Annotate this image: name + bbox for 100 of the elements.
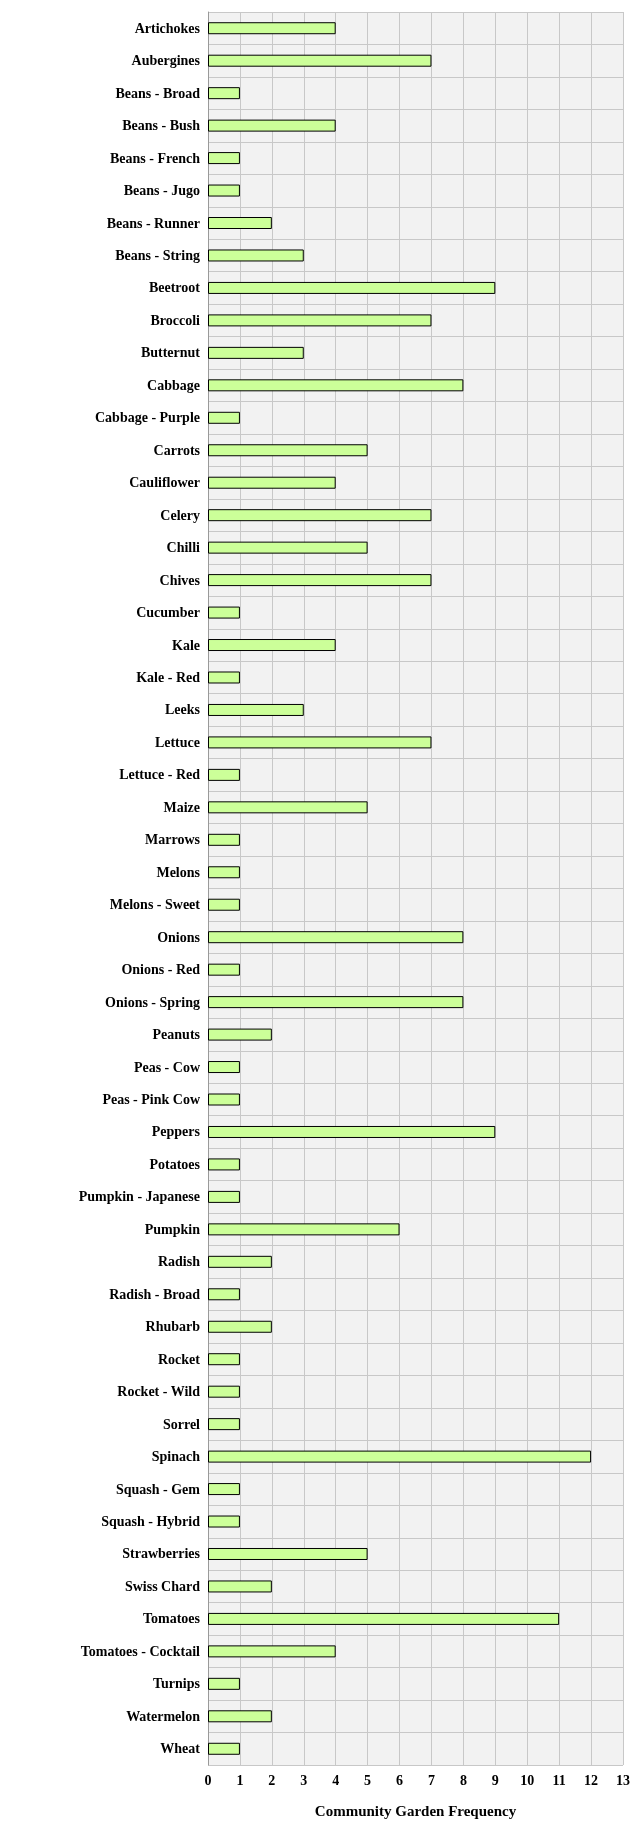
bar — [208, 931, 464, 944]
bar — [208, 606, 240, 619]
bar — [208, 346, 304, 359]
bar — [208, 444, 368, 457]
y-tick-label: Beans - String — [115, 247, 200, 263]
bar — [208, 963, 240, 976]
y-tick-label: Rocket — [158, 1351, 201, 1367]
bar — [208, 1190, 240, 1203]
y-tick-label: Pumpkin - Japanese — [78, 1189, 200, 1205]
y-tick-label: Wheat — [160, 1741, 201, 1757]
x-tick-label: 11 — [552, 1772, 566, 1788]
y-tick-label: Marrows — [145, 832, 201, 848]
x-tick-label: 3 — [300, 1772, 308, 1788]
y-tick-label: Onions - Red — [121, 962, 201, 978]
bar — [208, 996, 464, 1009]
y-tick-label: Onions - Spring — [105, 994, 200, 1010]
y-tick-label: Lettuce — [154, 734, 200, 750]
x-axis-title: Community Garden Frequency — [314, 1802, 517, 1819]
bar — [208, 314, 432, 327]
y-tick-label: Peppers — [151, 1124, 201, 1140]
y-tick-label: Turnips — [153, 1676, 201, 1692]
y-tick-label: Beans - Broad — [115, 85, 201, 101]
y-tick-label: Radish — [157, 1254, 201, 1270]
y-tick-label: Peas - Cow — [133, 1059, 201, 1075]
y-tick-label: Carrots — [153, 442, 201, 458]
y-tick-label: Leeks — [165, 702, 201, 718]
bar — [208, 509, 432, 522]
bar — [208, 541, 368, 554]
bar — [208, 1093, 240, 1106]
bar — [208, 379, 464, 392]
bar — [208, 1028, 272, 1041]
x-tick-label: 0 — [204, 1772, 212, 1788]
bar — [208, 184, 240, 197]
y-tick-label: Beetroot — [148, 280, 201, 296]
bar — [208, 833, 240, 846]
bar — [208, 1580, 272, 1593]
bar — [208, 1320, 272, 1333]
y-tick-label: Spinach — [151, 1449, 201, 1465]
y-tick-label: Maize — [163, 799, 200, 815]
y-tick-label: Melons — [156, 864, 201, 880]
y-tick-label: Strawberries — [122, 1546, 201, 1562]
y-tick-label: Beans - French — [110, 150, 201, 166]
y-tick-label: Aubergines — [131, 53, 201, 69]
bar — [208, 1483, 240, 1496]
y-tick-label: Squash - Hybrid — [101, 1514, 201, 1530]
y-tick-label: Swiss Chard — [124, 1578, 201, 1594]
y-tick-label: Squash - Gem — [115, 1481, 201, 1497]
x-tick-label: 6 — [396, 1772, 404, 1788]
y-tick-label: Peanuts — [152, 1027, 201, 1043]
y-tick-label: Lettuce - Red — [119, 767, 201, 783]
x-tick-label: 4 — [332, 1772, 340, 1788]
y-tick-label: Chives — [159, 572, 201, 588]
y-tick-label: Cabbage - Purple — [95, 410, 200, 426]
bar — [208, 1385, 240, 1398]
x-tick-label: 10 — [520, 1772, 535, 1788]
bar — [208, 639, 336, 652]
bar — [208, 1677, 240, 1690]
bar — [208, 1450, 592, 1463]
y-tick-label: Rocket - Wild — [117, 1384, 201, 1400]
bar — [208, 1255, 272, 1268]
bar — [208, 87, 240, 100]
bar — [208, 1288, 240, 1301]
y-tick-label: Broccoli — [150, 312, 201, 328]
bar — [208, 1418, 240, 1431]
bar — [208, 1158, 240, 1171]
y-tick-label: Potatoes — [149, 1156, 201, 1172]
y-tick-label: Beans - Bush — [122, 118, 201, 134]
bar — [208, 411, 240, 424]
y-tick-label: Cucumber — [136, 605, 200, 621]
y-tick-label: Kale — [172, 637, 200, 653]
bar — [208, 1710, 272, 1723]
y-tick-label: Melons - Sweet — [109, 897, 201, 913]
bar — [208, 1223, 400, 1236]
y-tick-label: Sorrel — [162, 1416, 201, 1432]
x-tick-label: 13 — [616, 1772, 630, 1788]
bar — [208, 476, 336, 489]
x-tick-label: 7 — [427, 1772, 435, 1788]
bar — [208, 119, 336, 132]
bar — [208, 281, 496, 294]
y-tick-label: Artichokes — [134, 20, 201, 36]
x-tick-label: 12 — [584, 1772, 599, 1788]
bar — [208, 1612, 560, 1625]
y-tick-label: Beans - Runner — [106, 215, 200, 231]
y-tick-label: Pumpkin — [144, 1221, 201, 1237]
y-tick-label: Butternut — [140, 345, 201, 361]
y-tick-label: Onions — [157, 929, 201, 945]
bar — [208, 574, 432, 587]
bar — [208, 671, 240, 684]
bar — [208, 1742, 240, 1755]
bar — [208, 866, 240, 879]
bar — [208, 703, 304, 716]
bar — [208, 1125, 496, 1138]
y-tick-label: Radish - Broad — [109, 1286, 201, 1302]
y-tick-label: Tomatoes — [142, 1611, 201, 1627]
bar — [208, 801, 368, 814]
x-tick-label: 2 — [268, 1772, 276, 1788]
bar — [208, 1547, 368, 1560]
bar — [208, 1353, 240, 1366]
x-tick-label: 8 — [459, 1772, 467, 1788]
y-tick-label: Cauliflower — [129, 475, 200, 491]
